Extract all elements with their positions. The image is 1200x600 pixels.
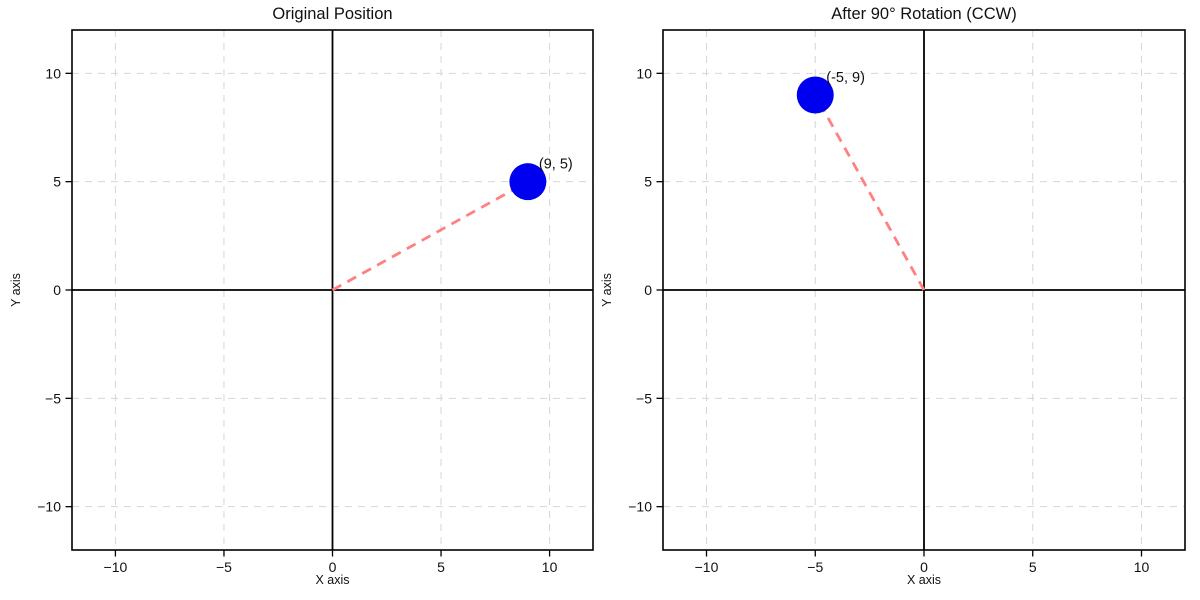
y-tick-label: 10 bbox=[45, 65, 61, 81]
x-tick-label: −5 bbox=[807, 559, 823, 575]
x-tick-label: 5 bbox=[1029, 559, 1037, 575]
chart-title: Original Position bbox=[272, 5, 392, 23]
y-axis-label: Y axis bbox=[600, 273, 614, 307]
x-tick-label: −5 bbox=[216, 559, 232, 575]
point-annotation: (-5, 9) bbox=[826, 70, 865, 86]
point-annotation: (9, 5) bbox=[539, 157, 573, 173]
origin-to-point-segment bbox=[814, 94, 926, 291]
y-tick-label: 0 bbox=[644, 282, 652, 298]
y-tick-label: 5 bbox=[644, 174, 652, 190]
y-tick-label: −10 bbox=[37, 499, 61, 515]
y-tick-label: 10 bbox=[636, 65, 652, 81]
x-tick-label: 10 bbox=[1134, 559, 1150, 575]
chart-title: After 90° Rotation (CCW) bbox=[831, 5, 1016, 23]
data-point bbox=[509, 163, 547, 201]
y-tick-label: −10 bbox=[628, 499, 652, 515]
x-tick-label: −10 bbox=[695, 559, 719, 575]
x-axis-label: X axis bbox=[907, 573, 941, 587]
x-tick-label: 0 bbox=[920, 559, 928, 575]
y-axis-label: Y axis bbox=[9, 273, 23, 307]
x-tick-label: 10 bbox=[542, 559, 558, 575]
x-axis-label: X axis bbox=[315, 573, 349, 587]
data-point bbox=[796, 76, 834, 114]
y-tick-label: −5 bbox=[45, 390, 61, 406]
y-tick-label: −5 bbox=[636, 390, 652, 406]
x-tick-label: 5 bbox=[437, 559, 445, 575]
x-tick-label: −10 bbox=[104, 559, 128, 575]
y-tick-label: 5 bbox=[53, 174, 61, 190]
origin-to-point-segment bbox=[331, 180, 529, 292]
x-tick-label: 0 bbox=[329, 559, 337, 575]
y-tick-label: 0 bbox=[53, 282, 61, 298]
